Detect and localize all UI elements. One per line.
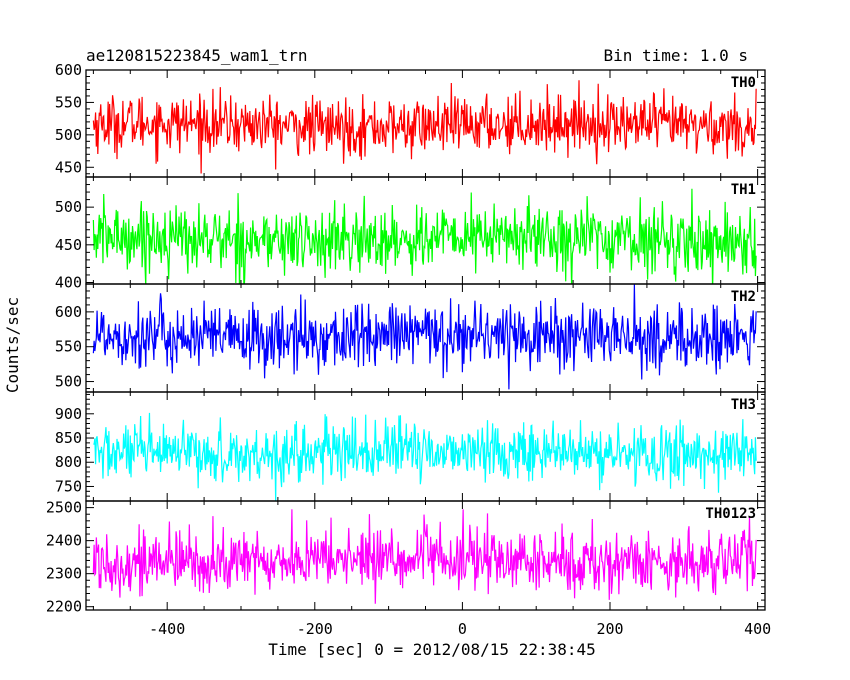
panel-th0123: 2200 2300 2400 2500 TH0123 <box>46 499 766 616</box>
x-tick-label: 200 <box>596 620 623 638</box>
series-line-th1 <box>92 188 757 284</box>
y-tick-label: 2500 <box>46 499 82 517</box>
y-tick-label: 2200 <box>46 598 82 616</box>
chart-title: ae120815223845_wam1_trn <box>86 46 308 65</box>
x-axis: -400 -200 0 200 400 <box>149 620 771 638</box>
series-line-th0 <box>92 80 757 174</box>
y-tick-label: 450 <box>55 158 82 176</box>
panel-th2: 500 550 600 TH2 <box>55 283 766 393</box>
panel-label-th1: TH1 <box>731 182 756 198</box>
y-tick-label: 500 <box>55 126 82 144</box>
panel-label-th3: TH3 <box>731 397 756 413</box>
y-axis-label: Counts/sec <box>3 297 22 393</box>
y-tick-label: 550 <box>55 93 82 111</box>
y-tick-label: 600 <box>55 303 82 321</box>
panel-frame <box>85 500 766 611</box>
x-axis-label: Time [sec] 0 = 2012/08/15 22:38:45 <box>268 640 596 659</box>
panel-th0: 450 500 550 600 TH0 <box>55 61 766 178</box>
y-tick-label: 900 <box>55 405 82 423</box>
y-tick-label: 2400 <box>46 532 82 550</box>
series-line-th2 <box>92 284 757 390</box>
x-tick-label: 0 <box>458 620 467 638</box>
y-tick-label: 400 <box>55 273 82 291</box>
y-tick-label: 500 <box>55 198 82 216</box>
y-tick-label: 750 <box>55 477 82 495</box>
y-tick-label: 2300 <box>46 565 82 583</box>
y-tick-label: 550 <box>55 338 82 356</box>
x-tick-label: -400 <box>149 620 185 638</box>
panel-label-th0: TH0 <box>731 75 756 91</box>
panels-group: 450 500 550 600 TH0 400 450 500 TH1 500 550 600 TH2 7… <box>46 61 766 616</box>
y-tick-label: 500 <box>55 373 82 391</box>
y-tick-label: 450 <box>55 236 82 254</box>
panel-label-th0123: TH0123 <box>705 506 756 522</box>
panel-th1: 400 450 500 TH1 <box>55 176 766 291</box>
series-line-th3 <box>93 412 757 501</box>
series-line-th0123 <box>92 509 757 604</box>
y-tick-label: 850 <box>55 429 82 447</box>
chart-subtitle: Bin time: 1.0 s <box>604 46 749 65</box>
panel-th3: 750 800 850 900 TH3 <box>55 391 766 502</box>
y-tick-label: 800 <box>55 453 82 471</box>
y-tick-label: 600 <box>55 61 82 79</box>
panel-label-th2: TH2 <box>731 289 756 305</box>
x-tick-label: 400 <box>744 620 771 638</box>
x-tick-label: -200 <box>297 620 333 638</box>
